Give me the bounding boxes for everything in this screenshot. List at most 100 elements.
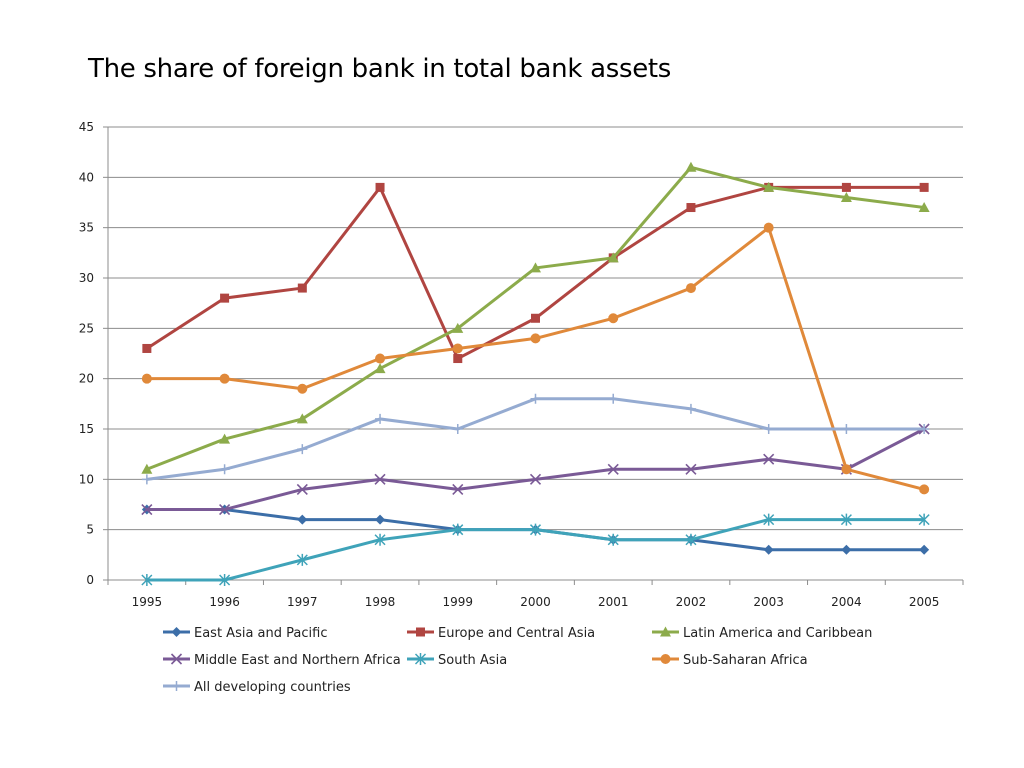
data-point bbox=[219, 574, 231, 586]
data-point bbox=[452, 343, 463, 354]
data-point bbox=[685, 283, 696, 294]
data-point bbox=[375, 413, 386, 424]
series-all-developing-countries bbox=[141, 393, 930, 485]
data-point bbox=[452, 322, 464, 333]
data-point bbox=[763, 453, 775, 465]
x-tick-label: 2000 bbox=[520, 595, 551, 609]
legend-label: Latin America and Caribbean bbox=[683, 626, 872, 641]
x-tick-label: 1999 bbox=[442, 595, 473, 609]
data-point bbox=[141, 503, 153, 516]
data-point bbox=[219, 373, 230, 384]
x-tick-label: 2002 bbox=[676, 595, 707, 609]
series-line bbox=[146, 185, 925, 361]
data-point bbox=[607, 463, 619, 475]
x-tick-label: 1998 bbox=[365, 595, 396, 609]
legend-item-sub-saharan-africa: Sub-Saharan Africa bbox=[652, 653, 808, 668]
y-tick-label: 15 bbox=[79, 422, 94, 436]
x-tick-label: 2003 bbox=[753, 595, 784, 609]
data-point bbox=[608, 313, 619, 324]
x-tick-label: 2004 bbox=[831, 595, 862, 609]
data-point bbox=[763, 222, 774, 233]
series-latin-america-and-caribbean bbox=[141, 161, 930, 474]
data-point bbox=[452, 483, 464, 495]
data-point bbox=[297, 514, 308, 525]
data-point bbox=[607, 533, 619, 546]
x-tick-label: 1995 bbox=[132, 595, 163, 609]
data-point bbox=[763, 424, 774, 434]
data-point bbox=[453, 354, 463, 364]
data-point bbox=[608, 393, 619, 404]
legend-marker bbox=[660, 626, 671, 637]
data-point bbox=[607, 252, 619, 263]
series-middle-east-and-northern-africa bbox=[141, 423, 930, 516]
legend: East Asia and Pacific Europe and Central … bbox=[163, 626, 872, 695]
legend-marker bbox=[171, 627, 182, 637]
data-point bbox=[219, 433, 231, 444]
legend-marker bbox=[171, 681, 182, 691]
legend-label: South Asia bbox=[438, 653, 507, 668]
data-point bbox=[918, 513, 930, 526]
data-point bbox=[841, 464, 852, 475]
legend-label: Europe and Central Asia bbox=[438, 626, 595, 641]
series-south-asia bbox=[141, 513, 930, 586]
legend-item-europe-and-central-asia: Europe and Central Asia bbox=[407, 626, 595, 641]
axes: 0 5 10 15 20 25 30 35 40 45 1995 1996 1997 1998 1999 20… bbox=[79, 120, 964, 609]
data-point bbox=[686, 203, 696, 213]
data-point bbox=[919, 544, 930, 555]
y-tick-label: 0 bbox=[86, 573, 94, 587]
y-tick-label: 30 bbox=[79, 271, 94, 285]
legend-marker bbox=[414, 653, 427, 665]
data-point bbox=[297, 383, 308, 394]
data-point bbox=[296, 483, 308, 495]
y-tick-label: 35 bbox=[79, 221, 94, 235]
x-tick-label: 1996 bbox=[209, 595, 240, 609]
data-point bbox=[918, 202, 930, 213]
legend-label: Middle East and Northern Africa bbox=[194, 653, 401, 668]
legend-marker bbox=[170, 653, 183, 665]
legend-label: East Asia and Pacific bbox=[194, 626, 327, 641]
data-point bbox=[841, 544, 852, 555]
data-point bbox=[142, 343, 152, 353]
legend-item-all-developing-countries: All developing countries bbox=[163, 680, 351, 695]
data-point bbox=[141, 373, 152, 384]
legend-label: All developing countries bbox=[194, 680, 351, 695]
data-point bbox=[219, 464, 230, 475]
data-point bbox=[297, 444, 308, 455]
legend-item-south-asia: South Asia bbox=[407, 653, 507, 668]
data-point bbox=[296, 553, 308, 566]
series-lines bbox=[141, 161, 930, 586]
data-point bbox=[685, 533, 697, 546]
legend-item-east-asia-and-pacific: East Asia and Pacific bbox=[163, 626, 327, 641]
data-point bbox=[452, 424, 463, 434]
data-point bbox=[374, 533, 386, 546]
x-tick-label: 2001 bbox=[598, 595, 629, 609]
data-point bbox=[841, 182, 851, 192]
y-tick-label: 25 bbox=[79, 321, 94, 335]
data-point bbox=[763, 181, 775, 192]
data-point bbox=[529, 523, 542, 536]
series-line bbox=[146, 427, 925, 512]
legend-label: Sub-Saharan Africa bbox=[683, 653, 808, 668]
data-point bbox=[685, 463, 697, 475]
data-point bbox=[220, 293, 230, 303]
data-point bbox=[141, 574, 153, 586]
data-point bbox=[375, 514, 386, 525]
x-tick-label: 2005 bbox=[909, 595, 940, 609]
x-tick-label: 1997 bbox=[287, 595, 318, 609]
data-point bbox=[529, 473, 542, 485]
data-point bbox=[685, 161, 697, 172]
y-tick-label: 5 bbox=[86, 523, 94, 537]
data-point bbox=[531, 313, 540, 323]
data-point bbox=[685, 403, 696, 414]
legend-item-middle-east-and-northern-africa: Middle East and Northern Africa bbox=[163, 653, 401, 668]
data-point bbox=[919, 424, 930, 434]
data-point bbox=[840, 513, 852, 526]
data-point bbox=[141, 463, 153, 474]
series-line bbox=[146, 397, 925, 481]
data-point bbox=[763, 513, 775, 526]
data-point bbox=[530, 393, 541, 404]
data-point bbox=[530, 333, 541, 344]
data-point bbox=[297, 283, 307, 293]
data-point bbox=[840, 191, 852, 202]
